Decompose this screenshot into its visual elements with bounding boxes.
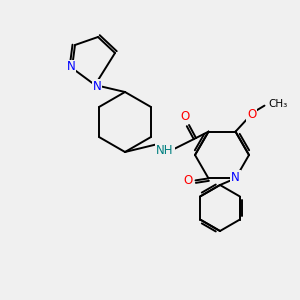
Text: O: O <box>247 108 256 121</box>
Text: CH₃: CH₃ <box>268 99 288 109</box>
Text: N: N <box>67 61 75 74</box>
Text: NH: NH <box>156 143 174 157</box>
Text: N: N <box>231 171 240 184</box>
Text: O: O <box>180 110 190 124</box>
Text: O: O <box>183 174 192 187</box>
Text: N: N <box>93 80 101 92</box>
